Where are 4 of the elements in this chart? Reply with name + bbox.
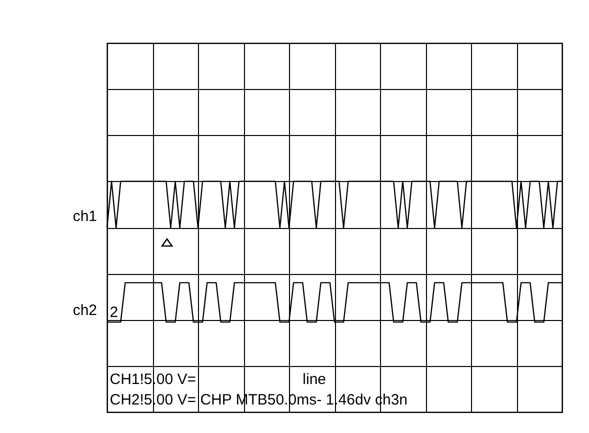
annotation: 2	[110, 304, 118, 322]
series-label: ch1	[72, 208, 97, 225]
text: line	[302, 370, 326, 388]
series-label: ch2	[72, 302, 97, 320]
